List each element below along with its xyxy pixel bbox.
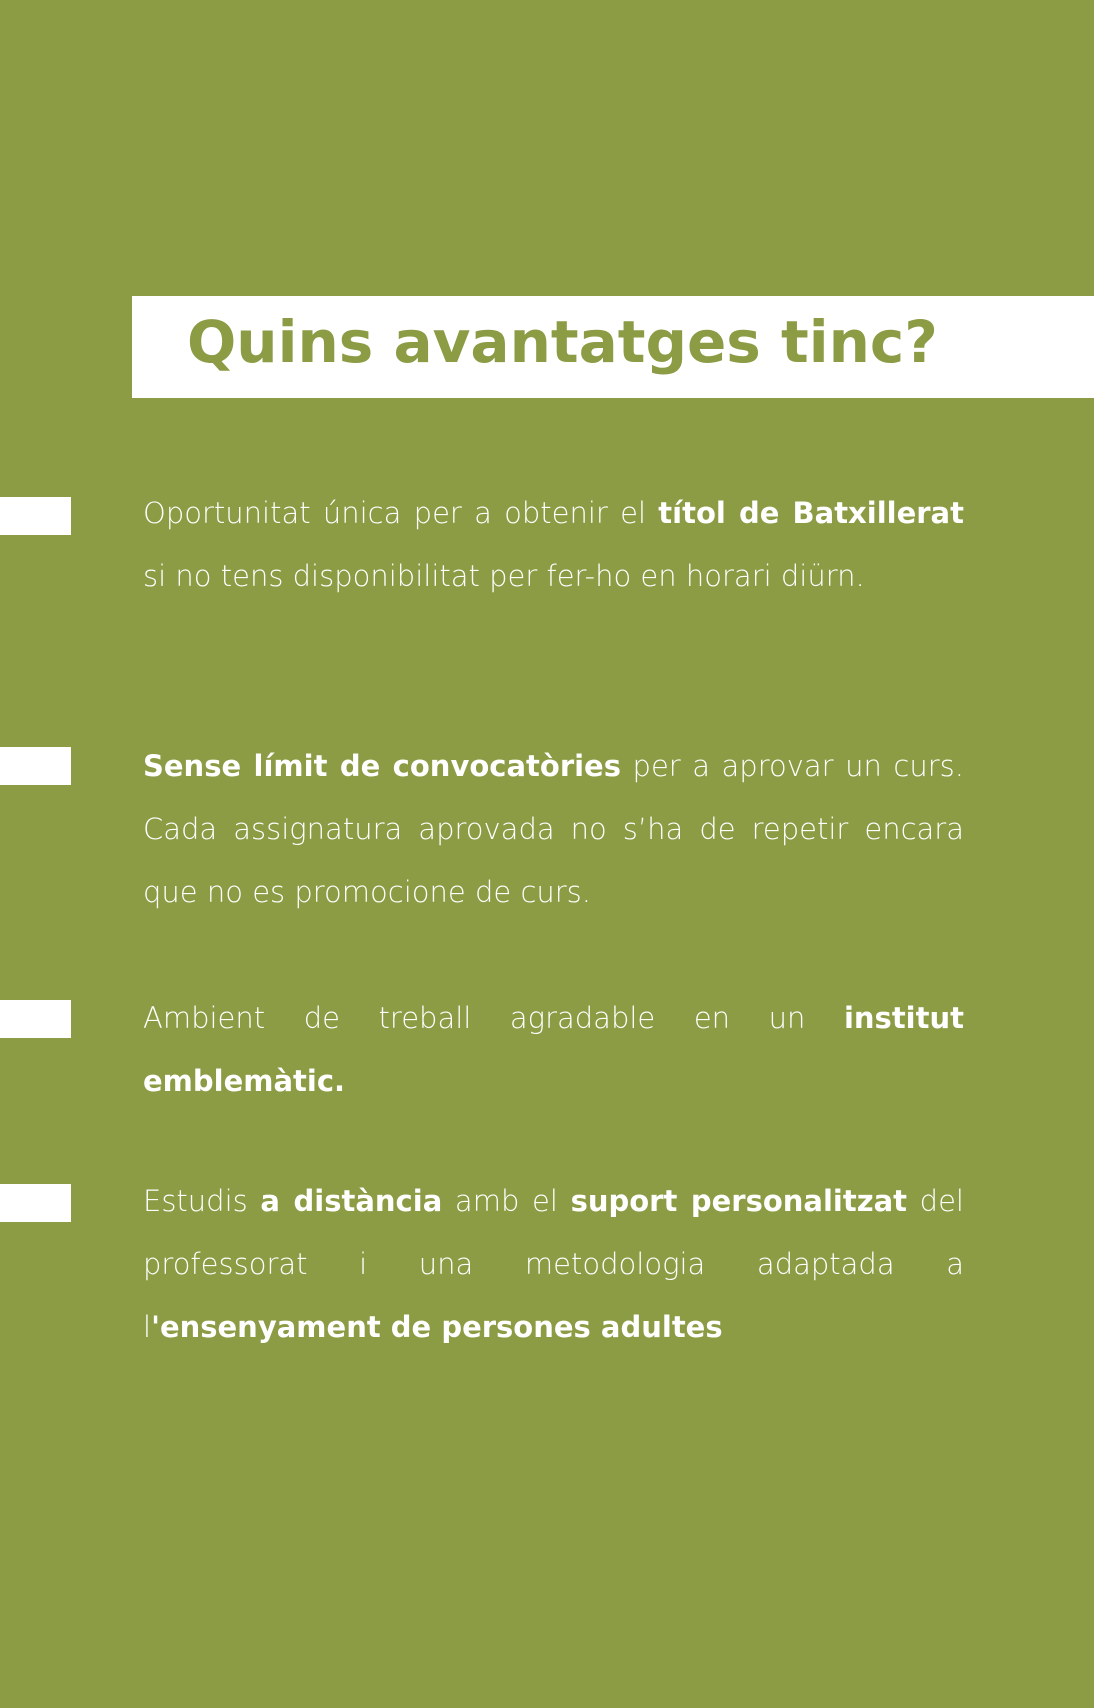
bullet-marker [0,747,71,785]
page-title: Quins avantatges tinc? [187,308,938,376]
bold-text: a distància [260,1184,443,1218]
text: Estudis [143,1184,261,1218]
advantage-item: Ambient de treball agradable en un insti… [143,987,964,1113]
bold-text: suport personalitzat [570,1184,908,1218]
text: amb el [442,1184,571,1218]
text: Ambient de treball agradable en un [143,1001,844,1035]
title-banner: Quins avantatges tinc? [132,296,1094,398]
text: per a aprovar un curs. Cada assignatura … [143,749,964,909]
advantage-item: Sense límit de convocatòries per a aprov… [143,735,964,924]
bullet-marker [0,497,71,535]
advantage-item: Oportunitat única per a obtenir el títol… [143,482,964,608]
bold-text: títol de Batxillerat [658,496,964,530]
bullet-marker [0,1000,71,1038]
bullet-marker [0,1184,71,1222]
text: del professorat i una metodologia adapta… [143,1184,964,1344]
advantage-item: Estudis a distància amb el suport person… [143,1170,964,1359]
text: si no tens disponibilitat per fer-ho en … [143,559,865,593]
bold-text: Sense límit de convocatòries [143,749,621,783]
bold-text: institut emblemàtic. [143,1001,964,1098]
bold-text: 'ensenyament de persones adultes [151,1310,723,1344]
text: Oportunitat única per a obtenir el [143,496,659,530]
